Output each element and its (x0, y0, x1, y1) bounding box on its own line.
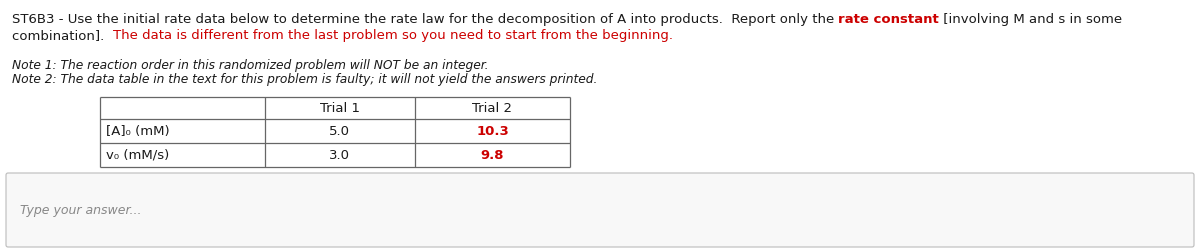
Text: Trial 1: Trial 1 (319, 102, 360, 115)
Text: [involving M and s in some: [involving M and s in some (940, 13, 1122, 26)
Text: combination].: combination]. (12, 29, 113, 42)
Text: v₀ (mM/s): v₀ (mM/s) (106, 148, 169, 162)
Text: rate constant: rate constant (839, 13, 940, 26)
Text: Type your answer...: Type your answer... (20, 203, 142, 216)
Text: [A]₀ (mM): [A]₀ (mM) (106, 124, 169, 137)
Text: 3.0: 3.0 (329, 148, 350, 162)
Text: 5.0: 5.0 (329, 124, 350, 137)
Text: Trial 2: Trial 2 (473, 102, 512, 115)
Text: The data is different from the last problem so you need to start from the beginn: The data is different from the last prob… (113, 29, 673, 42)
Text: 9.8: 9.8 (481, 148, 504, 162)
Text: 10.3: 10.3 (476, 124, 509, 137)
Text: Note 1: The reaction order in this randomized problem will NOT be an integer.: Note 1: The reaction order in this rando… (12, 59, 488, 72)
Text: ST6B3 - Use the initial rate data below to determine the rate law for the decomp: ST6B3 - Use the initial rate data below … (12, 13, 839, 26)
FancyBboxPatch shape (6, 173, 1194, 247)
Text: Note 2: The data table in the text for this problem is faulty; it will not yield: Note 2: The data table in the text for t… (12, 73, 598, 86)
